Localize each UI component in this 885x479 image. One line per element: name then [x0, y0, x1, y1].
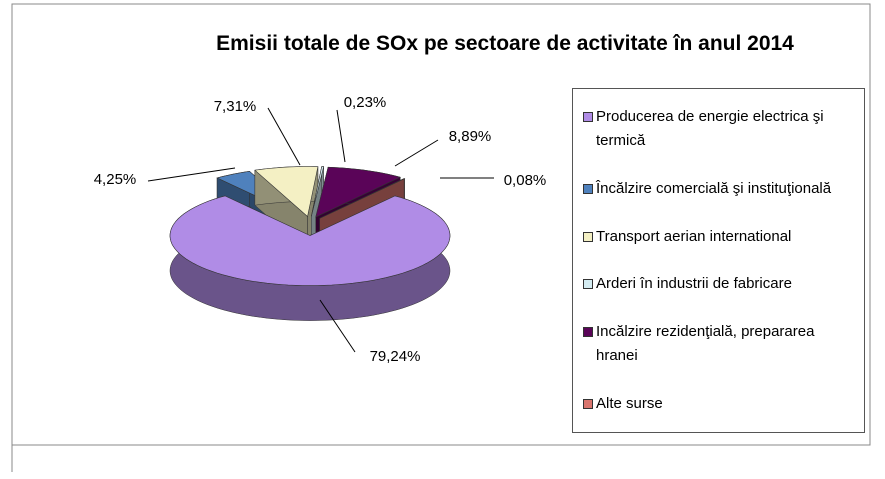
legend-swatch — [583, 231, 593, 242]
legend-swatch — [583, 327, 593, 338]
legend-label: Arderi în industrii de fabricare — [596, 275, 792, 293]
legend-label: Producerea de energie electrica şi termi… — [596, 107, 824, 149]
slice — [319, 178, 406, 219]
data-label: 7,31% — [214, 98, 257, 115]
legend-label: Încălzire comercială şi instituţională — [596, 179, 832, 197]
data-label: 79,24% — [370, 348, 421, 365]
leader-line — [147, 167, 236, 182]
data-label: 8,89% — [449, 128, 492, 145]
legend-item: Transport aerian international — [583, 225, 858, 249]
slice — [254, 166, 319, 218]
legend-item: Incălzire rezidenţială, prepararea hrane… — [583, 320, 858, 368]
legend-item: Încălzire comercială şi instituţională — [583, 177, 858, 201]
legend-swatch — [583, 399, 593, 410]
leader-line — [394, 139, 439, 167]
leader-line — [267, 107, 301, 166]
slice — [169, 195, 451, 286]
legend: Producerea de energie electrica şi termi… — [572, 88, 865, 433]
chart-title: Emisii totale de SOx pe sectoare de acti… — [216, 32, 794, 55]
legend-swatch — [583, 183, 593, 194]
slice — [315, 166, 402, 218]
legend-item: Arderi în industrii de fabricare — [583, 272, 858, 296]
chart-frame — [11, 3, 871, 446]
legend-label: Alte surse — [596, 395, 663, 413]
data-label: 4,25% — [94, 171, 137, 188]
leader-line — [336, 109, 346, 163]
slice — [311, 166, 325, 217]
data-label: 0,23% — [344, 94, 387, 111]
legend-item: Alte surse — [583, 392, 858, 416]
leader-line — [319, 299, 356, 353]
legend-swatch — [583, 111, 593, 122]
legend-swatch — [583, 279, 593, 290]
legend-label: Incălzire rezidenţială, prepararea hrane… — [596, 323, 815, 365]
legend-label: Transport aerian international — [596, 227, 792, 245]
data-label: 0,08% — [504, 172, 547, 189]
legend-item: Producerea de energie electrica şi termi… — [583, 105, 858, 153]
